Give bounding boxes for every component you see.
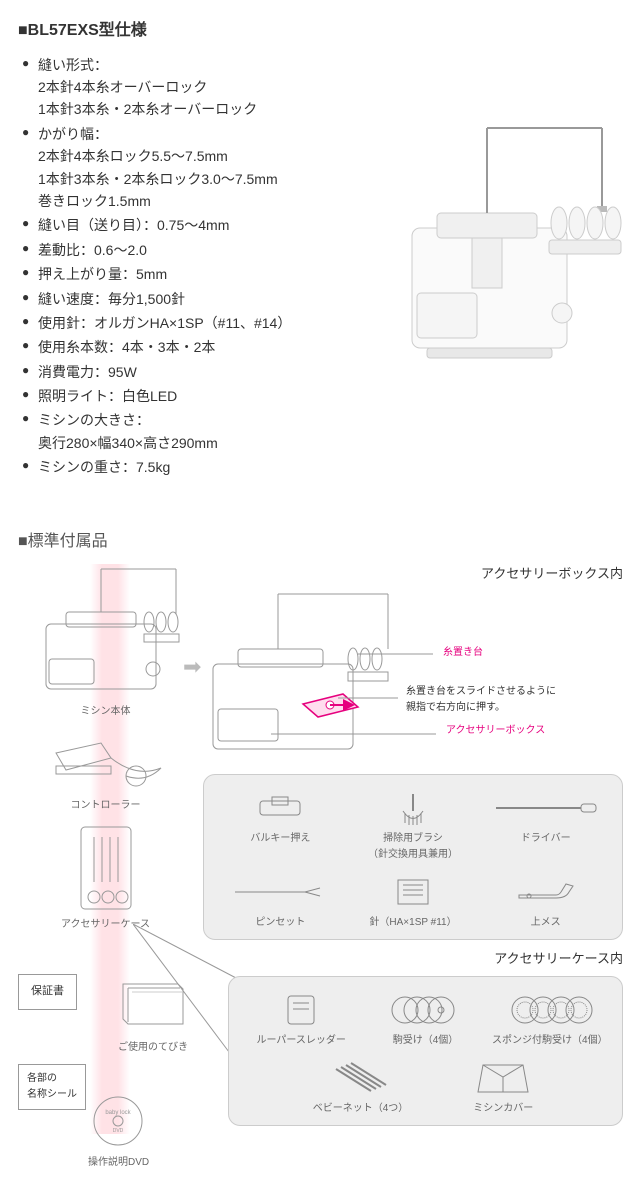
case-item: ミシンカバー <box>468 1059 538 1117</box>
case-item: スポンジ付駒受け（4個） <box>488 991 612 1049</box>
spec-sub: 2本針4本糸オーバーロック <box>38 76 622 98</box>
product-image <box>387 118 622 378</box>
machine-label: ミシン本体 <box>81 706 131 717</box>
spec-item: ミシンの大きさ：奥行280×幅340×高さ290mm <box>22 409 622 454</box>
case-item-label: スポンジ付駒受け（4個） <box>492 1035 608 1046</box>
case-item: ベビーネット（4つ） <box>313 1059 409 1117</box>
dvd-label: 操作説明DVD <box>88 1155 149 1171</box>
warranty-card: 保証書 <box>18 974 77 1010</box>
label-seal: 各部の 名称シール <box>18 1064 86 1110</box>
case-item: ルーパースレッダー <box>239 991 363 1049</box>
accessory-case-section: アクセサリーケース内 ルーパースレッダー 駒受け（4個） スポンジ付駒受け（4個… <box>228 949 623 1126</box>
box-item-label: 上メス <box>531 917 561 928</box>
box-item: ドライバー <box>479 789 612 863</box>
spec-item: 照明ライト：白色LED <box>22 385 622 407</box>
box-item: バルキー押え <box>214 789 347 863</box>
controller-item: コントローラー <box>18 728 193 814</box>
acc-case-item: アクセサリーケース <box>18 822 193 933</box>
case-item-label: ベビーネット（4つ） <box>313 1103 409 1114</box>
spec-sub: 奥行280×幅340×高さ290mm <box>38 432 622 454</box>
case-item: 駒受け（4個） <box>363 991 487 1049</box>
left-column: ミシン本体 コントローラー アクセサリーケース <box>18 564 193 941</box>
machine-diagram: 糸置き台 糸置き台をスライドさせるように 親指で右方向に押す。 アクセサリーボッ… <box>203 589 623 774</box>
box-item: 掃除用ブラシ （針交換用具兼用） <box>347 789 480 863</box>
callout-thread-stand: 糸置き台 <box>443 645 483 661</box>
accessory-box-contents: バルキー押え 掃除用ブラシ （針交換用具兼用） ドライバー ピンセット <box>203 774 623 940</box>
arrow-icon: ➡ <box>183 649 201 684</box>
box-item: 上メス <box>479 873 612 931</box>
spec-title: ■BL57EXS型仕様 <box>18 18 622 44</box>
case-item-label: ミシンカバー <box>473 1103 533 1114</box>
box-item-label: ピンセット <box>255 917 305 928</box>
spec-item: ミシンの重さ：7.5kg <box>22 456 622 478</box>
box-item-label: ドライバー <box>521 833 571 844</box>
box-item-label: 針（HA×1SP #11） <box>369 917 456 928</box>
case-item-label: ルーパースレッダー <box>256 1035 345 1046</box>
box-item-label: 掃除用ブラシ （針交換用具兼用） <box>368 833 458 860</box>
box-item: ピンセット <box>214 873 347 931</box>
case-title: アクセサリーケース内 <box>228 949 623 970</box>
accessory-case-contents: ルーパースレッダー 駒受け（4個） スポンジ付駒受け（4個） ベビーネット（4つ… <box>228 976 623 1126</box>
spec-item: 縫い形式：2本針4本糸オーバーロック1本針3本糸・2本糸オーバーロック <box>22 54 622 121</box>
accessories-section: ミシン本体 コントローラー アクセサリーケース <box>18 564 622 1164</box>
case-item-label: 駒受け（4個） <box>393 1035 459 1046</box>
box-title: アクセサリーボックス内 <box>203 564 623 585</box>
dvd-item: baby lock DVD 操作説明DVD <box>88 1094 149 1171</box>
accessory-box-section: アクセサリーボックス内 糸置き台 糸置き台をスライドさせる <box>203 564 623 940</box>
callout-acc-box: アクセサリーボックス <box>446 723 545 739</box>
callout-instruction: 糸置き台をスライドさせるように 親指で右方向に押す。 <box>406 684 556 716</box>
svg-text:baby lock: baby lock <box>105 1110 131 1116</box>
svg-text:DVD: DVD <box>113 1128 124 1134</box>
controller-label: コントローラー <box>71 800 141 811</box>
box-item: 針（HA×1SP #11） <box>347 873 480 931</box>
machine-item: ミシン本体 <box>18 564 193 720</box>
box-item-label: バルキー押え <box>250 833 310 844</box>
accessories-title: ■標準付属品 <box>18 529 622 555</box>
